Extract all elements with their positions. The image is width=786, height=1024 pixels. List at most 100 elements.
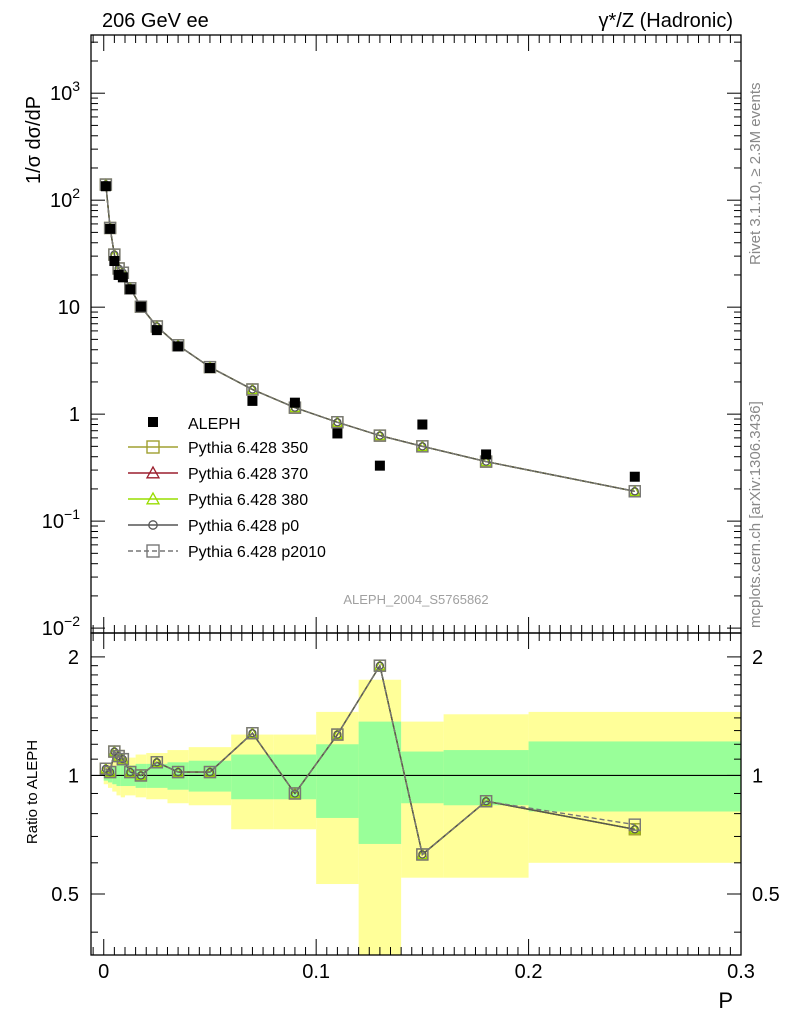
series-point	[630, 825, 639, 834]
x-axis-label: P	[718, 988, 733, 1013]
legend-item: Pythia 6.428 370	[128, 465, 308, 483]
series-point	[288, 787, 302, 800]
series-point	[116, 752, 130, 766]
legend-marker	[146, 544, 160, 558]
series-point	[373, 429, 387, 442]
series-line	[105, 184, 635, 492]
ratio-series-pythia-6.428-p2010	[99, 659, 641, 861]
series-point	[333, 730, 342, 739]
series-point	[290, 789, 300, 798]
y-tick-label-exponent: 2	[72, 185, 80, 201]
series-point	[248, 385, 257, 394]
series-point	[373, 659, 387, 672]
series-point	[171, 765, 185, 779]
series-line	[105, 184, 635, 492]
series-point	[105, 767, 115, 777]
data-point	[204, 362, 215, 373]
data-point	[417, 419, 428, 430]
ratio-tick-label-right: 1	[752, 765, 763, 787]
series-point	[331, 416, 344, 429]
data-point	[135, 301, 146, 312]
series-point	[110, 747, 119, 756]
y-tick-label: 102	[50, 185, 80, 212]
series-point	[630, 487, 639, 496]
series-point	[126, 767, 135, 777]
series-pythia-6.428-370	[99, 178, 641, 496]
series-line	[105, 184, 635, 492]
data-point	[125, 284, 136, 295]
series-point	[203, 765, 217, 779]
legend-item-aleph: ALEPH	[148, 416, 240, 433]
y-tick-label-base: 10	[42, 618, 64, 640]
series-point	[375, 431, 385, 440]
legend-label: ALEPH	[188, 416, 240, 433]
analysis-label: ALEPH_2004_S5765862	[343, 592, 488, 607]
legend-marker	[145, 465, 161, 479]
y-tick-label-base: 10	[50, 190, 72, 212]
series-pythia-6.428-p2010	[99, 178, 641, 498]
data-point	[100, 181, 111, 192]
x-tick-label: 0.3	[727, 961, 755, 983]
legend-label: Pythia 6.428 p0	[188, 518, 299, 535]
series-point	[418, 442, 427, 451]
data-point	[151, 325, 162, 336]
series-point	[479, 795, 493, 808]
series-line	[105, 663, 635, 856]
process-label: γ*/Z (Hadronic)	[599, 10, 733, 32]
data-point	[117, 272, 128, 283]
series-point	[331, 728, 344, 741]
series-line	[105, 184, 635, 492]
legend-label: Pythia 6.428 350	[188, 440, 308, 457]
series-point	[112, 749, 125, 763]
legend-marker	[148, 520, 158, 530]
series-point	[99, 762, 113, 775]
y-tick-label-exponent: −1	[64, 506, 80, 522]
green-band	[528, 741, 741, 812]
series-point	[628, 818, 641, 831]
series-line	[105, 184, 635, 492]
series-pythia-6.428-p0	[101, 180, 639, 496]
series-point	[134, 300, 148, 313]
y-tick-label: 103	[50, 78, 80, 105]
series-point	[375, 661, 385, 670]
y-tick-label-base: 10	[50, 83, 72, 105]
series-point	[333, 418, 342, 427]
ratio-tick-label: 0.5	[51, 884, 79, 906]
data-series-aleph	[100, 181, 640, 482]
green-band	[231, 754, 274, 800]
ratio-y-axis-label: Ratio to ALEPH	[24, 740, 41, 844]
data-point	[105, 223, 116, 234]
data-point	[374, 460, 385, 471]
ratio-tick-label: 2	[68, 647, 79, 669]
legend-item: Pythia 6.428 380	[128, 491, 308, 509]
data-point	[332, 428, 343, 439]
ratio-tick-label-right: 0.5	[752, 884, 780, 906]
ratio-tick-label-right: 2	[752, 647, 763, 669]
series-point	[103, 765, 117, 779]
rivet-version-label: Rivet 3.1.10, ≥ 2.3M events	[747, 83, 764, 266]
series-point	[628, 485, 641, 498]
series-pythia-6.428-380	[99, 178, 641, 496]
series-point	[108, 745, 121, 758]
x-tick-label: 0	[98, 961, 109, 983]
y-tick-label: 10−2	[42, 613, 80, 640]
data-point	[289, 397, 300, 408]
data-point	[109, 256, 120, 267]
series-point	[136, 771, 146, 780]
legend: ALEPH Pythia 6.428 350 Pythia 6.428 370 Pyt…	[128, 416, 326, 561]
series-point	[150, 756, 164, 769]
energy-label: 206 GeV ee	[102, 10, 209, 32]
series-point	[248, 729, 257, 738]
green-band	[316, 744, 359, 818]
green-band	[358, 721, 402, 844]
y-tick-label: 10−1	[42, 506, 80, 533]
series-point	[246, 727, 259, 740]
legend-label: Pythia 6.428 p2010	[188, 544, 326, 561]
series-pythia-6.428-350	[99, 178, 641, 498]
y-tick-label: 10	[58, 297, 80, 319]
x-tick-label: 0.2	[515, 961, 543, 983]
data-point	[481, 449, 492, 460]
legend-item: Pythia 6.428 p0	[128, 518, 299, 535]
series-point	[173, 767, 183, 777]
